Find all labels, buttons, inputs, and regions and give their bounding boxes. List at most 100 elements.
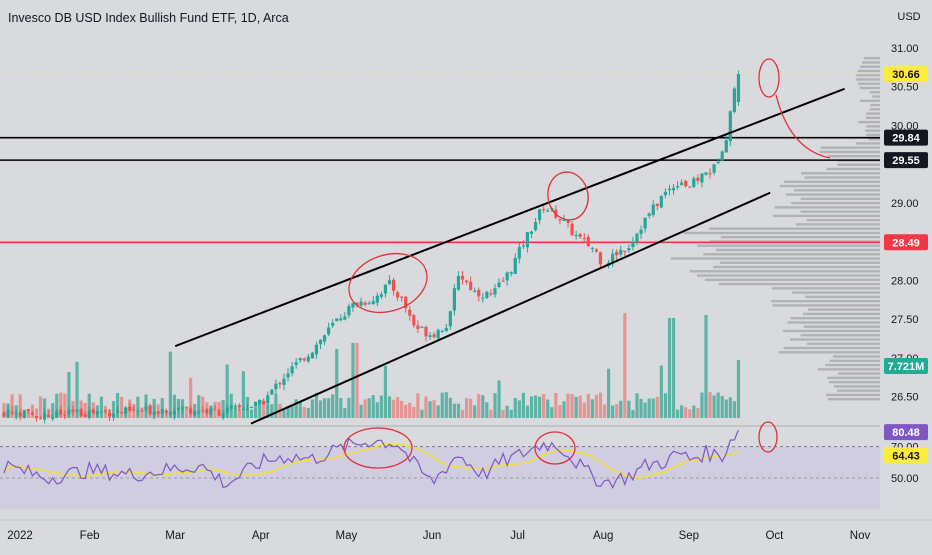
volume-bar [55,393,59,418]
volume-bar [554,393,558,418]
volume-profile-row [837,389,880,392]
candle-body [375,295,379,303]
price-level-badge[interactable]: 29.84 [884,129,928,146]
price-level-badge[interactable]: 30.66 [884,66,928,83]
price-level-badge-bg [884,234,928,251]
volume-bar [298,402,302,418]
volume-bar [550,407,554,418]
volume-profile-row [855,142,880,145]
candle-body [538,209,542,221]
volume-bar [233,406,237,418]
volume-bar [343,407,347,418]
time-axis[interactable]: 2022 Feb Mar Apr May Jun Jul Aug Sep Oct Nov [7,530,870,542]
annotation-ellipse[interactable] [534,431,576,465]
candle-body [176,407,181,410]
candle-body [83,414,87,417]
annotation-ellipse[interactable] [544,169,592,223]
channel-trend-line[interactable] [174,87,845,348]
volume-profile-row [828,380,880,384]
pane-separator[interactable] [0,425,932,427]
annotation-curve[interactable] [775,94,831,159]
candle-body [87,410,91,418]
volume-profile-row [807,308,880,311]
candle-body [582,238,586,240]
time-axis-background[interactable] [0,520,932,550]
candle-body [144,406,148,410]
volume-profile-row [783,346,880,350]
trend-lines[interactable] [174,87,845,425]
candle-body [655,203,659,206]
candle-body [124,407,128,414]
candle-body [184,406,189,408]
annotation-ellipse[interactable] [758,58,780,98]
candle-body [2,412,6,417]
candle-body [262,400,266,405]
candle-body [209,407,213,415]
volume-profile-row [783,180,880,183]
candle-body [71,409,75,413]
candle-body [594,249,599,252]
time-tick-label: 2022 [7,530,33,542]
candle-body [643,217,647,229]
candle-body [440,330,444,332]
candle-body [302,358,306,361]
candle-body [339,318,343,321]
volume-profile-row [870,103,880,107]
horizontal-levels[interactable] [0,73,880,244]
candle-body [221,412,225,418]
candle-body [47,415,51,418]
volume-bar [282,409,286,418]
chart-title[interactable]: Invesco DB USD Index Bullish Fund ETF, 1… [8,11,289,25]
volume-bar [67,371,71,418]
candle-body [732,88,736,112]
volume-bar [598,392,603,418]
candle-body [493,288,497,295]
volume-profile-row [820,146,880,149]
price-level-badge[interactable]: 29.55 [884,152,928,169]
price-tick-label: 28.00 [891,275,919,287]
time-tick-label: Feb [80,530,100,542]
volume-bar [497,380,501,418]
rsi-badge[interactable]: 64.43 [884,447,928,464]
candle-body [107,412,112,417]
volume-bar [258,399,262,418]
annotation-ellipse[interactable] [341,244,434,322]
candle-body [400,296,404,298]
rsi-badge-text: 64.43 [892,450,920,462]
volume-bar [436,405,440,418]
price-axis[interactable]: 31.0030.5030.0029.5029.0028.5028.0027.50… [884,43,928,485]
annotation-ellipse[interactable] [758,421,778,453]
volume-bar [424,396,428,418]
annotation-ellipse[interactable] [343,427,413,469]
candle-body [116,410,120,413]
volume-bar [286,406,290,418]
candle-body [416,325,420,329]
candle-body [436,329,440,339]
volume-bar [51,403,55,418]
candle-body [318,339,323,345]
volume-profile-row [866,112,880,115]
candle-body [55,411,59,418]
volume-profile-row [833,385,880,388]
volume-bar [667,318,672,418]
volume-profile [670,56,880,401]
volume-bar [379,395,383,418]
price-level-badge[interactable]: 28.49 [884,234,928,251]
candle-body [671,187,676,191]
candle-body [704,172,708,175]
candle-body [63,414,67,416]
candle-body [383,284,388,294]
candle-body [371,301,375,305]
volume-badge[interactable]: 7.721M [884,358,928,374]
candle-body [464,280,469,283]
rsi-badge[interactable]: 80.48 [884,424,928,441]
candle-body [335,318,339,322]
candle-body [237,405,241,408]
candle-body [659,196,663,208]
candle-body [30,412,35,415]
volume-profile-row [863,56,880,60]
volume-bar [241,371,246,418]
hand-drawn-annotations[interactable] [341,58,831,469]
channel-trend-line[interactable] [250,191,771,425]
